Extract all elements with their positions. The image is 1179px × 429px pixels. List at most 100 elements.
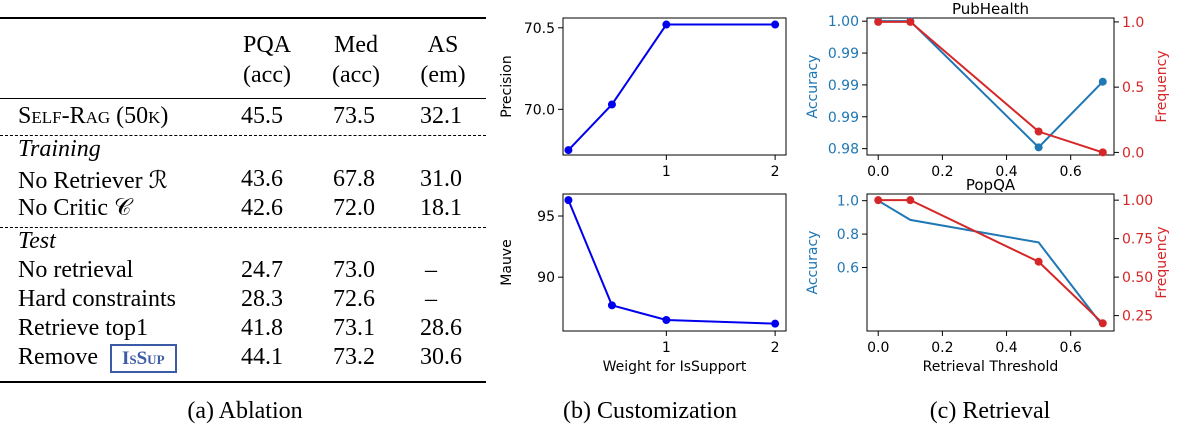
caption-retrieval: (c) Retrieval [929,398,1051,424]
row-value: 45.5 [241,103,283,129]
row-value: 72.0 [333,195,375,221]
y-axis-label-left: Accuracy [805,55,821,119]
pubhealth-frequency-point [1034,127,1043,136]
y-tick-label-right: 0.0 [1122,145,1144,161]
row-label: Retrieve top1 [18,315,148,341]
plot-frame [866,17,1115,156]
y-axis-label-left: Accuracy [805,231,821,295]
mauve-line [567,199,776,325]
pubhealth-frequency-point [1098,148,1107,157]
y-tick-label-right: 0.5 [1122,80,1144,96]
ablation-table: PQA (acc) Med (acc) AS (em) Self-Rag (50k) … [0,0,490,429]
y-tick-label: 0.8 [837,227,859,243]
top-rule [0,17,486,19]
mauve-point [771,319,780,328]
y-tick-label-right: 1.0 [1122,15,1144,31]
row-value: – [425,257,437,283]
row-value: 32.1 [420,103,462,129]
precision-point [607,100,616,109]
popqa-frequency-point [1034,257,1043,266]
popqa-frequency-point [1098,319,1107,328]
col-header-med: Med (acc) [332,32,380,88]
x-axis-label: Weight for IsSupport [603,359,747,375]
y-tick-label: 0.98 [828,142,859,158]
y-tick-label: 1.00 [828,14,859,30]
y-tick-label-right: 0.50 [1122,270,1153,286]
x-tick-label: 2 [771,164,780,180]
x-tick-label: 0.0 [867,340,889,356]
row-value: 73.5 [333,103,375,129]
precision-point [662,20,671,29]
row-label: Hard constraints [18,286,176,312]
row-label: No Retriever ℛ [18,168,168,194]
row-value: – [425,286,437,312]
y-tick-label: 0.6 [837,261,859,277]
precision-point [564,146,573,155]
row-label: No retrieval [18,257,134,283]
mauve-point [607,301,616,310]
row-value: 30.6 [420,344,462,370]
row-label: Remove IsSup [18,344,177,373]
x-tick-label: 0.4 [995,340,1017,356]
row-value: 41.8 [241,315,283,341]
plot-frame [562,193,787,332]
row-value: 73.2 [333,344,375,370]
mauve-point [564,196,573,205]
row-value: 43.6 [241,166,283,192]
charts-canvas: 1 2 70.0 70.5 Precision 1 2 Weight for IsSuppor… [499,0,1170,375]
row-label-self-rag: Self-Rag (50k) [18,103,169,129]
bottom-rule [0,381,486,383]
row-value: 28.3 [241,286,283,312]
y-tick-label: 90 [537,270,555,286]
precision-point [771,20,780,29]
y-tick-label: 0.99 [828,110,859,126]
pubhealth-frequency-point [906,17,915,26]
y-axis-label-right: Frequency [1154,50,1170,122]
row-label-text: Remove [18,344,98,370]
row-value: 24.7 [241,257,283,283]
caption-customization: (b) Customization [563,398,737,424]
section-divider [0,227,486,228]
row-label: No Critic 𝒞 [18,195,132,221]
header-rule [0,98,486,99]
col-header-as: AS (em) [420,32,466,88]
popqa-frequency-line [878,199,1104,325]
row-value: 18.1 [420,195,462,221]
row-value: 42.6 [241,195,283,221]
x-axis-label: Retrieval Threshold [923,359,1059,375]
y-tick-label-right: 0.25 [1122,309,1153,325]
y-tick-label: 0.99 [828,46,859,62]
popqa-frequency-point [874,196,883,205]
x-tick-label: 0.4 [995,164,1017,180]
y-axis-label: Precision [499,55,515,117]
y-tick-label: 70.0 [524,102,555,118]
y-tick-label: 1.0 [837,194,859,210]
x-tick-label: 1 [662,340,671,356]
x-tick-label: 2 [771,340,780,356]
x-tick-label: 1 [662,164,671,180]
row-value: 31.0 [420,166,462,192]
row-value: 44.1 [241,344,283,370]
row-value: 28.6 [420,315,462,341]
x-tick-label: 0.2 [931,164,953,180]
row-value: 72.6 [333,286,375,312]
plot-frame [866,193,1115,332]
caption-ablation: (a) Ablation [187,398,303,424]
x-tick-label: 0.6 [1060,340,1082,356]
row-value: 73.1 [333,315,375,341]
popqa-frequency-point [906,196,915,205]
x-tick-label: 0.2 [931,340,953,356]
pubhealth-frequency-line [878,20,1104,154]
section-divider [0,135,486,136]
mauve-point [662,315,671,324]
y-axis-label-right: Frequency [1154,226,1170,298]
plot-frame [562,17,787,156]
y-tick-label-right: 0.75 [1122,232,1153,248]
chart-title: PopQA [966,176,1016,194]
y-tick-label-right: 1.00 [1122,193,1153,209]
section-header-test: Test [18,228,56,254]
y-tick-label: 95 [537,209,555,225]
pubhealth-frequency-point [874,17,883,26]
chart-title: PubHealth [952,0,1029,18]
row-value: 73.0 [333,257,375,283]
